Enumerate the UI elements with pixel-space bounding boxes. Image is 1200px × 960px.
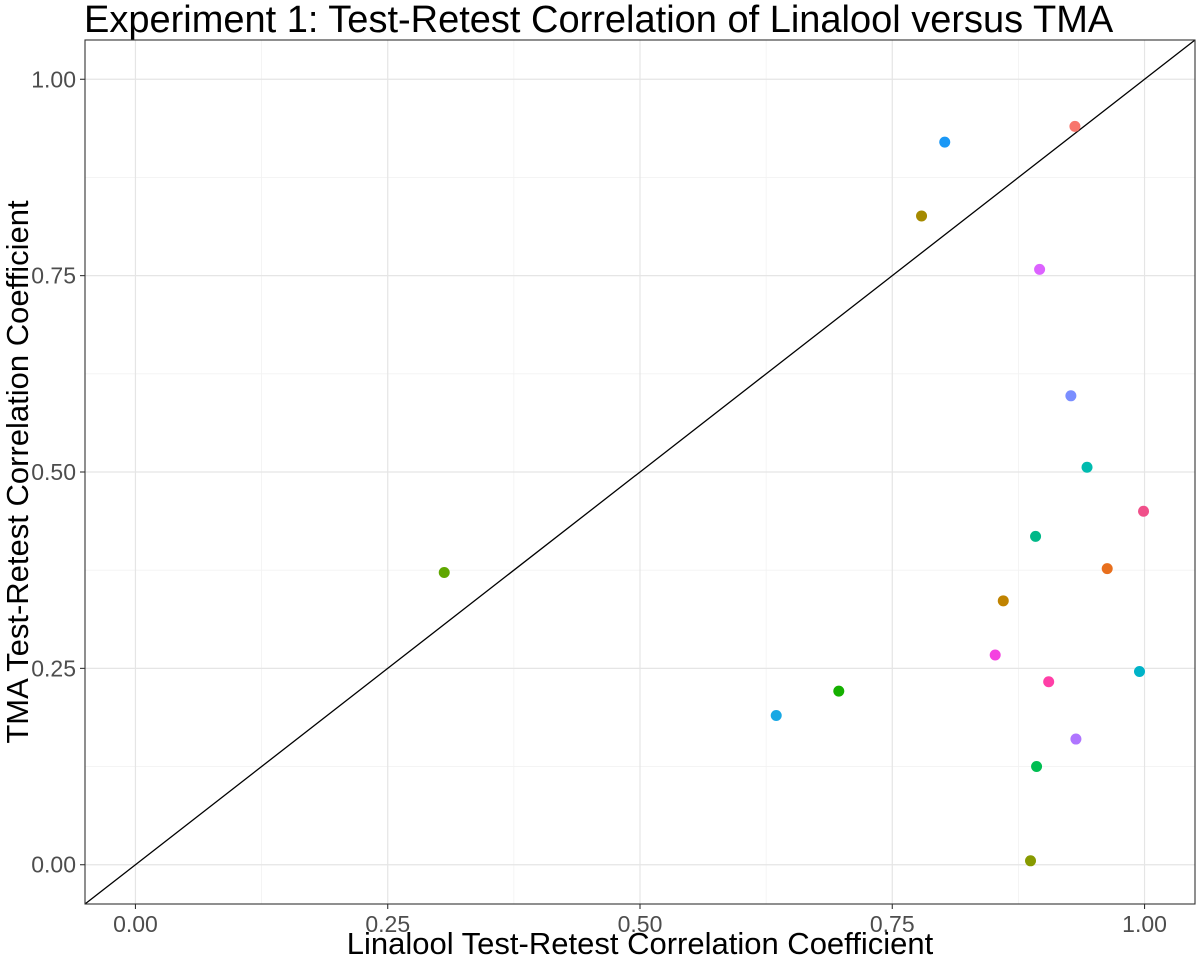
data-point-6 <box>1081 461 1093 473</box>
plot-panel <box>84 39 1196 905</box>
chart-title: Experiment 1: Test-Retest Correlation of… <box>84 0 1114 41</box>
x-tick-label: 0.50 <box>618 911 663 937</box>
major-gridlines <box>85 40 1195 904</box>
data-point-17 <box>1070 733 1082 745</box>
data-point-19 <box>1025 855 1037 867</box>
y-tick-label: 0.50 <box>31 459 76 485</box>
y-tick-label: 0.00 <box>31 852 76 878</box>
identity-line <box>84 39 1196 905</box>
data-point-18 <box>1031 761 1043 773</box>
data-point-13 <box>1134 666 1145 678</box>
data-point-16 <box>770 709 782 721</box>
x-tick-label: 0.75 <box>870 911 915 937</box>
x-axis-title: Linalool Test-Retest Correlation Coeffic… <box>347 926 934 960</box>
x-tick-label: 0.25 <box>365 911 410 937</box>
data-point-2 <box>939 136 951 148</box>
y-tick-label: 0.25 <box>31 655 76 681</box>
x-axis-ticks: 0.00 0.25 0.50 0.75 1.00 <box>113 904 1167 937</box>
data-point-15 <box>833 685 845 697</box>
data-point-12 <box>989 649 1001 661</box>
y-tick-label: 0.75 <box>31 263 76 289</box>
data-points <box>438 120 1150 867</box>
data-point-10 <box>438 567 450 579</box>
identity-reference-line <box>84 39 1196 905</box>
data-point-4 <box>1034 263 1046 275</box>
data-point-8 <box>1030 530 1042 542</box>
data-point-3 <box>916 210 928 222</box>
y-tick-label: 1.00 <box>31 66 76 92</box>
y-axis-ticks: 0.00 0.25 0.50 0.75 1.00 <box>31 66 85 878</box>
data-point-11 <box>997 595 1009 607</box>
data-point-7 <box>1138 505 1150 517</box>
data-point-5 <box>1065 390 1077 402</box>
x-tick-label: 0.00 <box>113 911 158 937</box>
data-point-9 <box>1101 563 1113 575</box>
y-axis-title: TMA Test-Retest Correlation Coefficient <box>0 200 35 744</box>
data-point-14 <box>1043 676 1055 688</box>
x-tick-label: 1.00 <box>1122 911 1167 937</box>
data-point-1 <box>1069 120 1081 132</box>
